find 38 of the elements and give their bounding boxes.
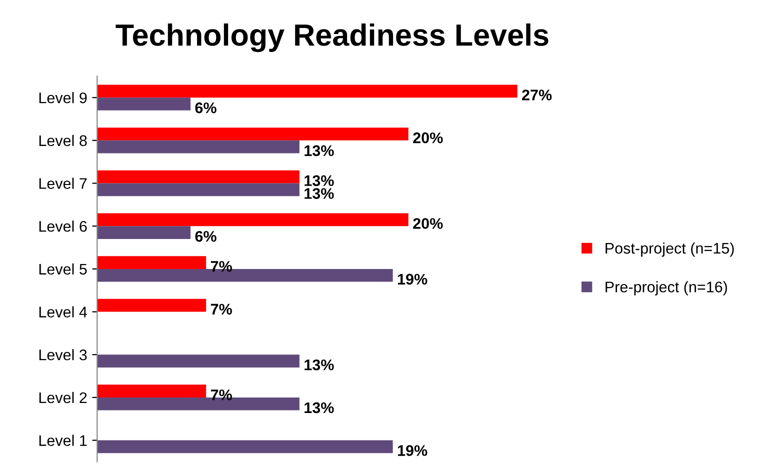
y-tick-label: Level 5 (39, 263, 87, 275)
legend-label: Pre-project (n=16) (606, 281, 727, 296)
data-label: 13% (304, 188, 334, 199)
y-tick-label: Level 7 (39, 178, 87, 189)
bar (97, 140, 300, 154)
y-tick-label: Level 2 (39, 392, 87, 404)
bar (97, 170, 300, 184)
data-label: 13% (304, 359, 334, 370)
bar (97, 213, 408, 226)
bar (97, 256, 206, 269)
data-label: 13% (304, 402, 334, 414)
bar (97, 298, 206, 312)
y-tick-label: Level 9 (39, 92, 87, 104)
data-label: 6% (195, 230, 216, 242)
data-label: 20% (413, 132, 443, 144)
data-label: 19% (398, 445, 428, 456)
bar (97, 354, 300, 368)
data-label: 13% (304, 145, 334, 156)
bar (97, 128, 408, 140)
bar (97, 440, 393, 454)
y-tick-label: Level 8 (39, 134, 87, 146)
y-tick-label: Level 1 (39, 434, 87, 446)
data-label: 7% (210, 304, 232, 315)
y-tick-label: Level 6 (39, 220, 87, 232)
legend-label: Post-project (n=15) (606, 242, 734, 257)
chart-title: Technology Readiness Levels (116, 23, 548, 52)
bar (97, 183, 300, 196)
data-label: 19% (398, 274, 428, 285)
bar (97, 98, 191, 110)
data-label: 6% (195, 102, 216, 114)
bar (97, 84, 518, 98)
data-label: 13% (304, 175, 334, 186)
bar (97, 384, 206, 398)
data-label: 20% (413, 218, 443, 229)
y-tick-label: Level 4 (39, 306, 87, 318)
data-label: 27% (522, 90, 552, 100)
bar (97, 226, 191, 239)
y-tick-label: Level 3 (39, 349, 87, 360)
